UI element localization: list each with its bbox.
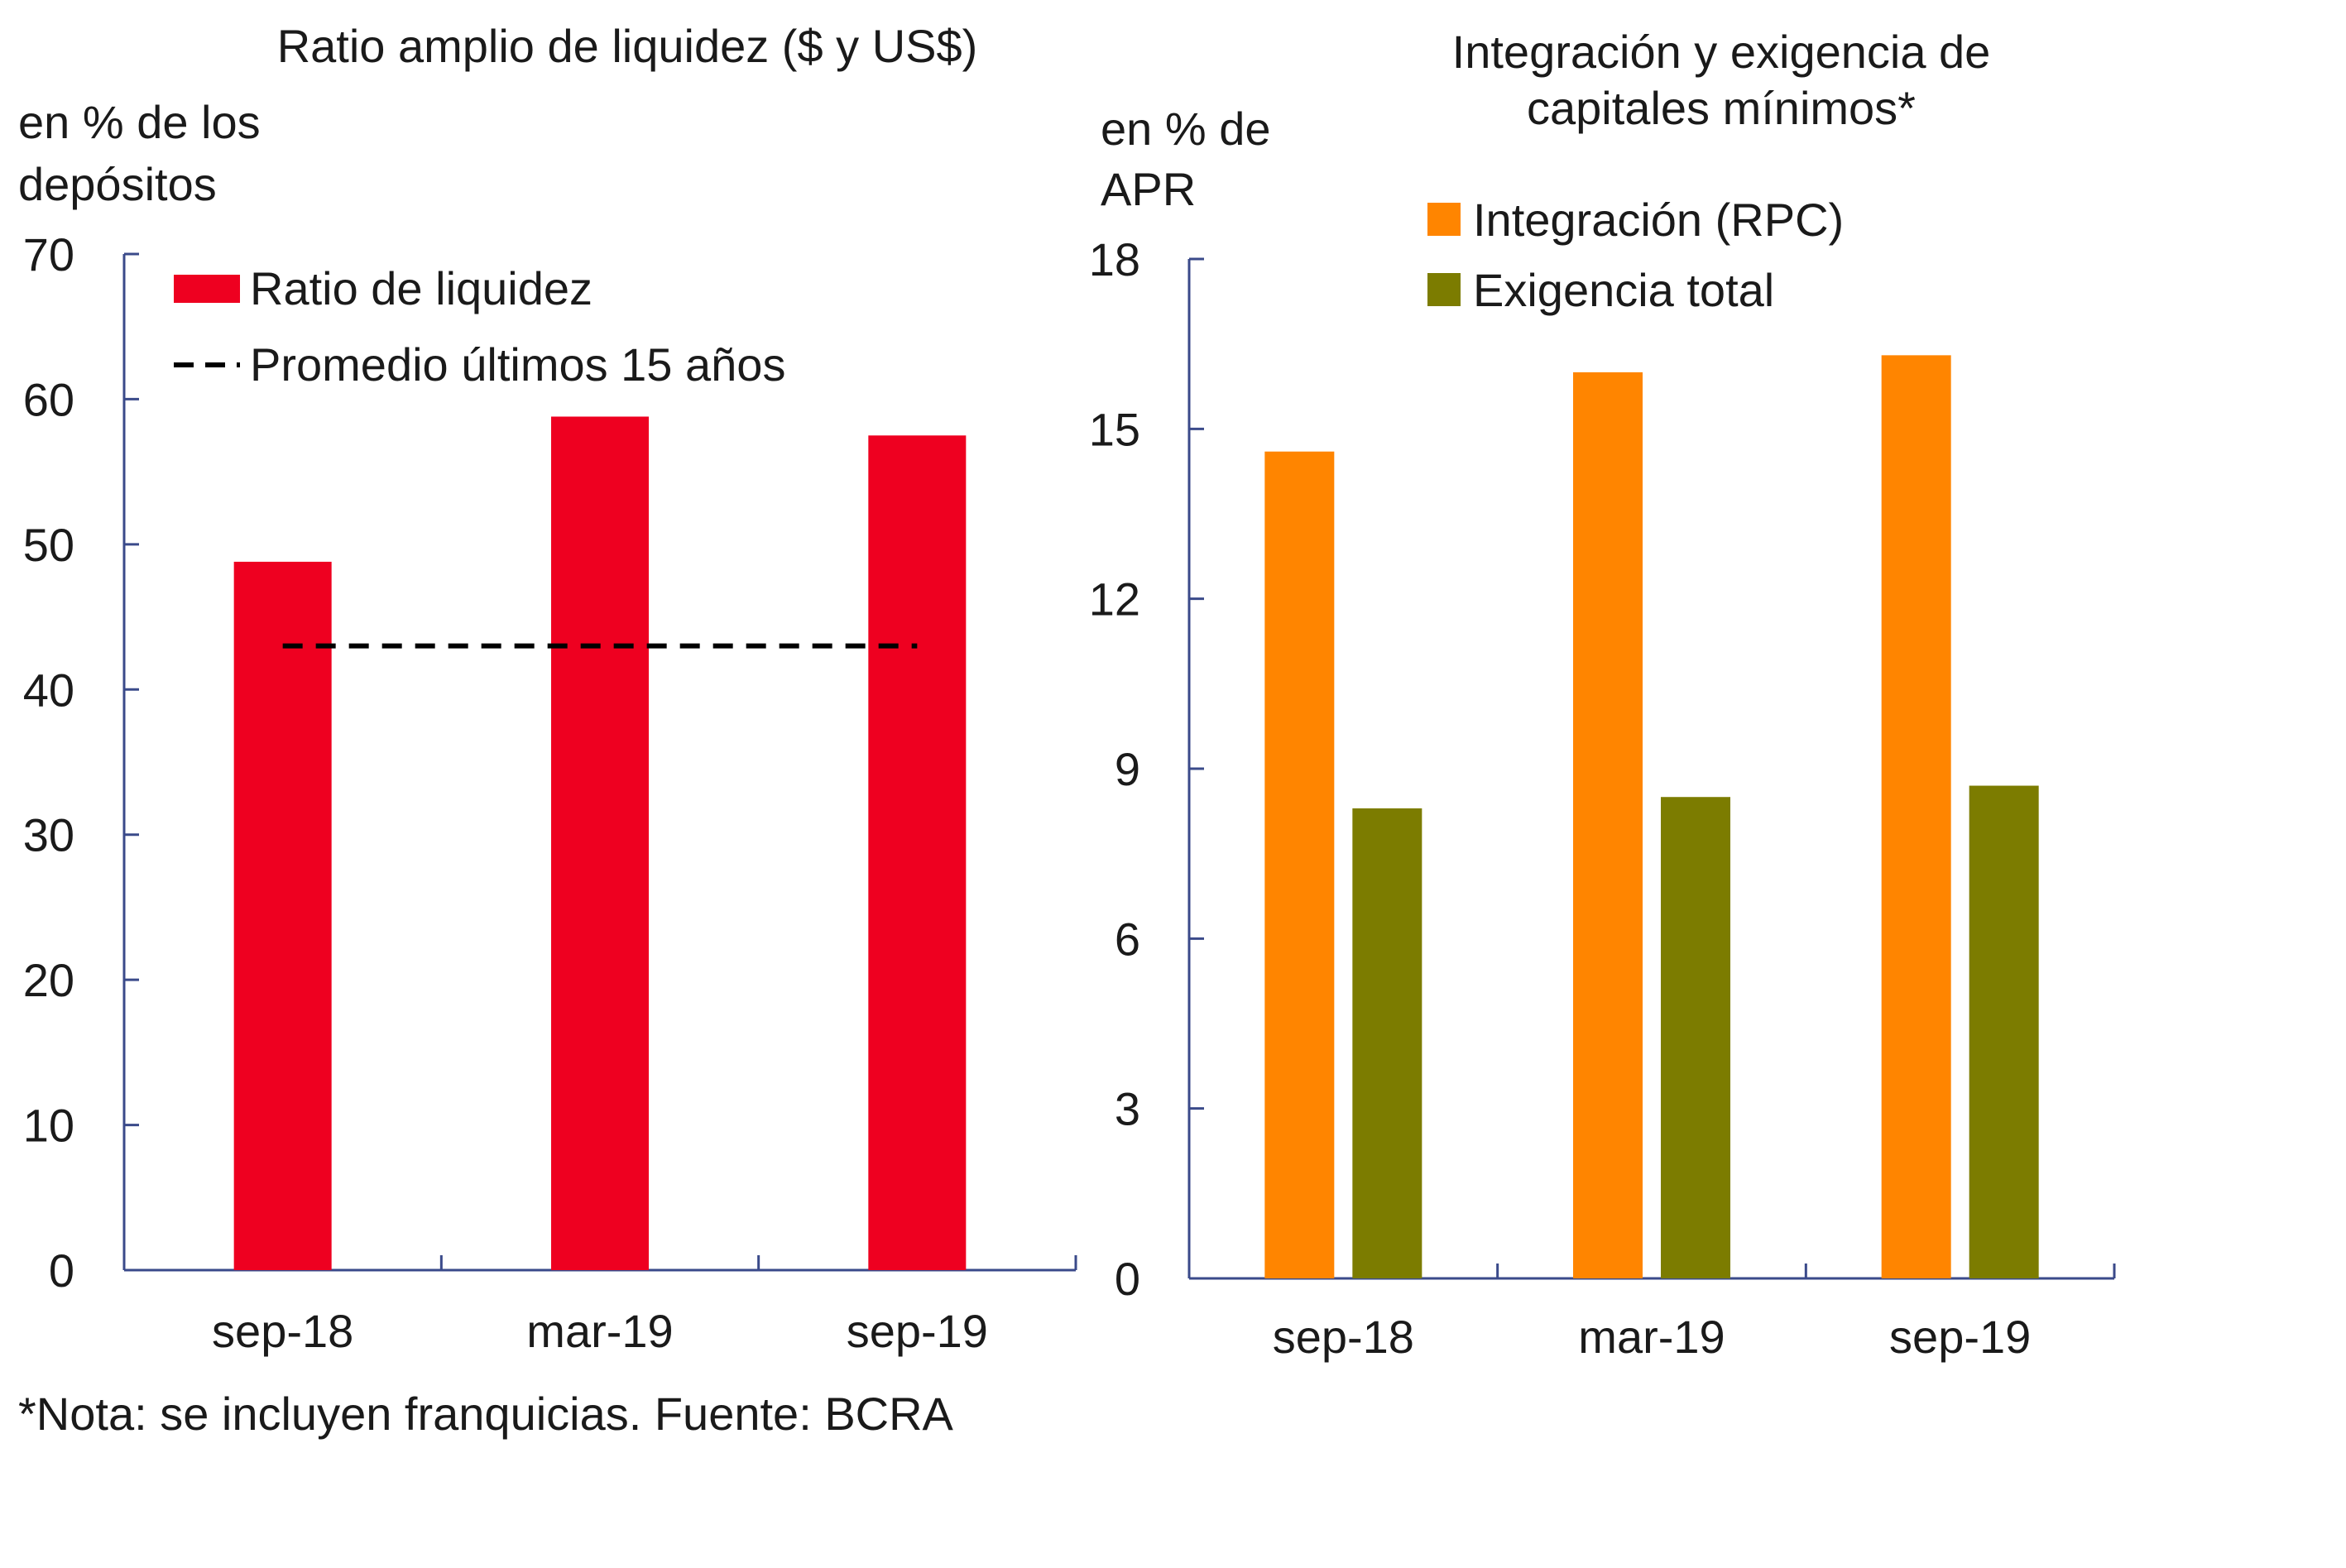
left-x-tick-label: sep-18 — [212, 1305, 353, 1357]
right-bar-sep-19-s1 — [1969, 785, 2039, 1278]
left-plot-area: 0 10 20 30 40 50 60 70 sep-18 mar-19 sep-19 — [23, 228, 1077, 1357]
legend-label-ratio-liquidez: Ratio de liquidez — [250, 262, 592, 314]
left-y-tick-label: 20 — [23, 954, 74, 1006]
right-y-tick-label: 0 — [1115, 1253, 1140, 1305]
right-y-tick-label: 3 — [1115, 1083, 1140, 1135]
left-bar-mar-19-s0 — [551, 416, 649, 1271]
left-x-tick-label: sep-19 — [847, 1305, 988, 1357]
left-ylabel-line-1: en % de los — [18, 96, 261, 148]
left-y-tick-label: 0 — [49, 1244, 74, 1297]
left-y-tick-label: 30 — [23, 809, 74, 861]
right-y-tick-label: 6 — [1115, 913, 1140, 965]
left-y-tick-label: 70 — [23, 228, 74, 281]
left-ylabel-line-2: depósitos — [18, 158, 217, 210]
legend-swatch-integracion — [1427, 203, 1461, 236]
right-bar-mar-19-s0 — [1573, 372, 1643, 1278]
left-y-tick-label: 40 — [23, 664, 74, 716]
right-x-tick-label: sep-18 — [1273, 1311, 1414, 1363]
right-bar-sep-18-s1 — [1352, 808, 1422, 1278]
right-y-tick-label: 9 — [1115, 743, 1140, 795]
left-chart-title: Ratio amplio de liquidez ($ y US$) — [277, 20, 978, 72]
right-x-tick-label: sep-19 — [1889, 1311, 2031, 1363]
left-y-tick-label: 50 — [23, 519, 74, 571]
left-bar-sep-19-s0 — [868, 435, 967, 1270]
right-x-tick-label: mar-19 — [1578, 1311, 1725, 1363]
right-bar-sep-18-s0 — [1264, 451, 1335, 1278]
right-y-tick-label: 12 — [1089, 573, 1140, 626]
legend-swatch-exigencia — [1427, 273, 1461, 306]
left-bar-sep-18-s0 — [233, 561, 332, 1270]
legend-label-exigencia: Exigencia total — [1473, 264, 1774, 316]
legend-swatch-ratio-liquidez — [174, 275, 240, 303]
left-y-tick-label: 10 — [23, 1100, 74, 1152]
right-plot-area: 0 3 6 9 12 15 18 sep-18 mar-19 sep-19 — [1089, 233, 2116, 1363]
right-chart-title-line-2: capitales mínimos* — [1527, 82, 1916, 134]
right-bar-mar-19-s1 — [1661, 797, 1730, 1278]
right-bar-sep-19-s0 — [1881, 355, 1951, 1278]
right-chart-title-line-1: Integración y exigencia de — [1452, 26, 1991, 78]
left-y-tick-label: 60 — [23, 373, 74, 425]
footnote: *Nota: se incluyen franquicias. Fuente: … — [18, 1388, 954, 1440]
legend-label-promedio: Promedio últimos 15 años — [250, 338, 785, 391]
right-y-tick-label: 15 — [1089, 403, 1140, 455]
right-y-tick-label: 18 — [1089, 233, 1140, 285]
legend-label-integracion: Integración (RPC) — [1473, 194, 1844, 246]
right-ylabel-line-2: APR — [1101, 163, 1196, 215]
left-x-tick-label: mar-19 — [526, 1305, 673, 1357]
right-ylabel-line-1: en % de — [1101, 103, 1271, 155]
